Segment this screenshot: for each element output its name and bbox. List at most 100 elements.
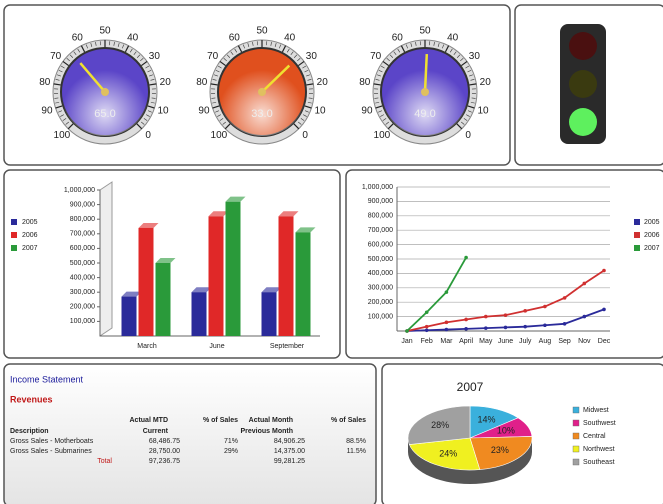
- gauge-tick-label: 70: [50, 51, 62, 62]
- y-tick-label: 800,000: [368, 213, 393, 220]
- table-panel: [4, 364, 376, 504]
- gauge-tick-label: 50: [419, 26, 431, 37]
- y-tick-label: 700,000: [70, 231, 95, 238]
- line-point: [445, 328, 449, 332]
- gauge-tick-label: 30: [149, 51, 161, 62]
- traffic-light: [560, 24, 606, 144]
- gauge-tick-label: 10: [314, 105, 326, 116]
- line-point: [523, 325, 527, 329]
- legend-label: 2005: [644, 219, 660, 226]
- table-cell: 28,750.00: [149, 448, 180, 455]
- legend-swatch: [634, 245, 640, 251]
- line-point: [504, 313, 508, 317]
- dashboard: 010203040506070809010065.001020304050607…: [0, 0, 663, 504]
- line-point: [543, 323, 547, 327]
- x-tick-label: Nov: [578, 338, 591, 345]
- legend-label: 2007: [644, 245, 660, 252]
- y-tick-label: 300,000: [368, 285, 393, 292]
- legend-swatch: [573, 446, 579, 452]
- gauge-tick-label: 90: [41, 105, 53, 116]
- bar: [139, 228, 154, 336]
- x-tick-label: May: [479, 338, 493, 345]
- line-point: [405, 329, 409, 333]
- gauge-tick-label: 100: [374, 130, 391, 141]
- slice-label: 28%: [431, 420, 449, 430]
- y-tick-label: 400,000: [368, 270, 393, 277]
- gauge-hub: [421, 88, 429, 96]
- gauge-tick-label: 70: [207, 51, 219, 62]
- bar: [156, 263, 171, 336]
- table-section: Revenues: [10, 394, 53, 404]
- legend-swatch: [573, 459, 579, 465]
- page: 010203040506070809010065.001020304050607…: [0, 0, 663, 504]
- gauge-tick-label: 20: [317, 77, 329, 88]
- line-point: [602, 308, 606, 312]
- line-point: [563, 322, 567, 326]
- line-point: [563, 296, 567, 300]
- legend-label: Central: [583, 433, 606, 440]
- x-tick-label: Feb: [421, 338, 433, 345]
- x-tick-label: March: [137, 343, 157, 350]
- legend-label: 2006: [644, 232, 660, 239]
- plot-backdrop: [100, 182, 112, 336]
- slice-label: 10%: [497, 425, 515, 435]
- total-cell: 97,236.75: [149, 458, 180, 465]
- column-header: Current: [143, 428, 169, 435]
- y-tick-label: 600,000: [368, 241, 393, 248]
- x-tick-label: Jan: [401, 338, 412, 345]
- bar: [279, 216, 294, 336]
- line-point: [523, 309, 527, 313]
- legend-swatch: [634, 219, 640, 225]
- line-point: [425, 325, 429, 329]
- bar: [226, 202, 241, 336]
- line-point: [504, 326, 508, 330]
- line-point: [464, 327, 468, 331]
- chart-title: 2007: [457, 380, 484, 394]
- x-tick-label: June: [498, 338, 513, 345]
- slice-label: 23%: [491, 445, 509, 455]
- legend-swatch: [573, 420, 579, 426]
- gauge-tick-label: 70: [370, 51, 382, 62]
- bar: [209, 216, 224, 336]
- table-title: Income Statement: [10, 374, 84, 384]
- gauge-tick-label: 90: [361, 105, 373, 116]
- y-tick-label: 200,000: [368, 299, 393, 306]
- y-tick-label: 900,000: [368, 198, 393, 205]
- bar: [192, 292, 207, 336]
- column-header: % of Sales: [203, 417, 238, 424]
- table-cell: 84,906.25: [274, 438, 305, 445]
- gauge-tick-label: 60: [229, 32, 241, 43]
- table-cell: 88.5%: [346, 438, 366, 445]
- gauge-hub: [258, 88, 266, 96]
- legend-label: 2007: [22, 245, 38, 252]
- table-cell: Gross Sales - Motherboats: [10, 438, 94, 445]
- gauge-tick-label: 80: [359, 77, 371, 88]
- gauge-tick-label: 30: [306, 51, 318, 62]
- line-point: [484, 315, 488, 319]
- line-point: [445, 321, 449, 325]
- y-tick-label: 100,000: [70, 318, 95, 325]
- legend-swatch: [634, 232, 640, 238]
- gauge-tick-label: 80: [39, 77, 51, 88]
- gauge-tick-label: 10: [157, 105, 169, 116]
- gauge-tick-label: 10: [477, 105, 489, 116]
- column-header: Actual Month: [249, 417, 293, 424]
- column-header: Previous Month: [240, 428, 293, 435]
- line-point: [464, 318, 468, 322]
- slice-label: 24%: [439, 449, 457, 459]
- table-cell: 68,486.75: [149, 438, 180, 445]
- gauge-tick-label: 100: [211, 130, 228, 141]
- column-header: Actual MTD: [130, 417, 169, 424]
- column-header: % of Sales: [331, 417, 366, 424]
- line-point: [425, 328, 429, 332]
- y-tick-label: 500,000: [70, 260, 95, 267]
- table-cell: 11.5%: [347, 448, 366, 455]
- x-tick-label: Mar: [440, 338, 453, 345]
- legend-label: Midwest: [583, 407, 609, 414]
- x-tick-label: June: [209, 343, 224, 350]
- y-tick-label: 1,000,000: [64, 187, 95, 194]
- legend-swatch: [11, 232, 17, 238]
- gauge-tick-label: 0: [302, 130, 308, 141]
- line-point: [464, 256, 468, 260]
- y-tick-label: 300,000: [70, 289, 95, 296]
